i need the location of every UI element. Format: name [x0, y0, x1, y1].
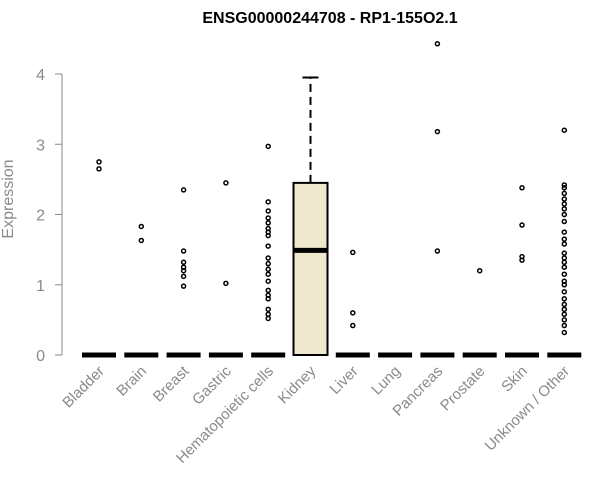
outlier-point — [265, 225, 271, 232]
outlier-point — [561, 190, 568, 197]
outlier-point — [561, 301, 568, 308]
outlier-point — [561, 289, 568, 295]
y-tick-label: 3 — [36, 137, 45, 154]
x-tick-label: Breast — [150, 362, 193, 405]
outlier-point — [561, 259, 568, 266]
outlier-point — [223, 180, 229, 186]
box-group — [166, 187, 201, 358]
outlier-point — [180, 264, 187, 270]
outlier-point — [561, 322, 568, 329]
outlier-point — [265, 278, 271, 284]
outlier-point — [561, 206, 568, 212]
outlier-point — [561, 218, 568, 225]
outlier-point — [561, 185, 568, 191]
outlier-point — [138, 223, 145, 230]
outlier-point — [561, 182, 568, 188]
outlier-point — [265, 208, 271, 214]
box-group — [251, 143, 286, 358]
x-tick-label: Prostate — [437, 363, 489, 415]
outlier-point — [223, 280, 229, 287]
outlier-point — [265, 315, 271, 322]
outlier-point — [96, 159, 102, 165]
outlier-point — [265, 143, 271, 150]
outlier-point — [561, 236, 568, 242]
x-tick-label: Liver — [327, 363, 362, 398]
outlier-point — [265, 199, 271, 205]
outlier-point — [265, 287, 271, 294]
outlier-point — [265, 292, 271, 299]
box-group — [505, 185, 539, 358]
box-group — [292, 76, 329, 356]
outlier-point — [561, 329, 568, 336]
outlier-point — [96, 166, 102, 172]
chart-title: ENSG00000244708 - RP1-155O2.1 — [202, 10, 457, 27]
y-tick-label: 1 — [36, 278, 45, 295]
y-tick-label: 0 — [36, 348, 45, 365]
outlier-point — [180, 283, 187, 289]
box-group — [420, 41, 455, 358]
outlier-point — [180, 259, 187, 266]
y-axis-label: Expression — [0, 159, 17, 238]
outlier-point — [434, 128, 441, 135]
outlier-point — [138, 237, 145, 244]
outlier-point — [265, 255, 271, 261]
box-rect — [292, 181, 329, 356]
outlier-point — [350, 310, 356, 316]
outlier-point — [434, 248, 441, 254]
outlier-point — [519, 253, 525, 260]
outlier-point — [265, 260, 271, 267]
outlier-point — [519, 222, 525, 228]
outlier-point — [265, 215, 271, 221]
y-tick-label: 4 — [36, 67, 45, 84]
outlier-point — [350, 322, 356, 329]
box-group — [462, 267, 497, 358]
outlier-point — [434, 41, 441, 47]
outlier-point — [561, 241, 568, 247]
x-tick-label: Brain — [113, 363, 150, 400]
outlier-point — [561, 229, 568, 235]
outlier-point — [561, 211, 568, 218]
outlier-point — [519, 185, 525, 191]
outlier-point — [180, 248, 187, 254]
box-group — [124, 223, 159, 358]
outlier-point — [561, 306, 568, 313]
box-group — [335, 249, 370, 358]
outlier-point — [350, 249, 356, 256]
outlier-point — [180, 273, 187, 280]
outlier-point — [561, 255, 568, 261]
outlier-point — [180, 187, 187, 193]
outlier-point — [561, 201, 568, 207]
outlier-point — [561, 311, 568, 318]
outlier-point — [561, 278, 568, 284]
outlier-point — [265, 306, 271, 313]
box-group — [208, 180, 243, 358]
outlier-point — [561, 264, 568, 270]
x-tick-label: Kidney — [275, 362, 320, 407]
outlier-point — [561, 127, 568, 133]
outlier-point — [561, 196, 568, 202]
outlier-point — [561, 250, 568, 256]
outlier-point — [476, 267, 483, 274]
outlier-point — [265, 220, 271, 226]
y-tick-label: 2 — [36, 208, 45, 225]
x-tick-label: Skin — [498, 363, 531, 396]
y-axis: 0 1 2 3 4 — [36, 67, 63, 365]
outlier-point — [561, 317, 568, 323]
x-tick-label: Lung — [368, 363, 404, 399]
outlier-point — [561, 296, 568, 302]
x-tick-label: Bladder — [59, 363, 108, 412]
outlier-point — [561, 271, 568, 277]
box-group — [547, 127, 582, 358]
outlier-point — [265, 311, 271, 318]
outlier-point — [265, 271, 271, 277]
outlier-point — [265, 243, 271, 249]
outlier-point — [265, 266, 271, 273]
box-series — [82, 41, 582, 358]
box-group — [82, 159, 116, 358]
